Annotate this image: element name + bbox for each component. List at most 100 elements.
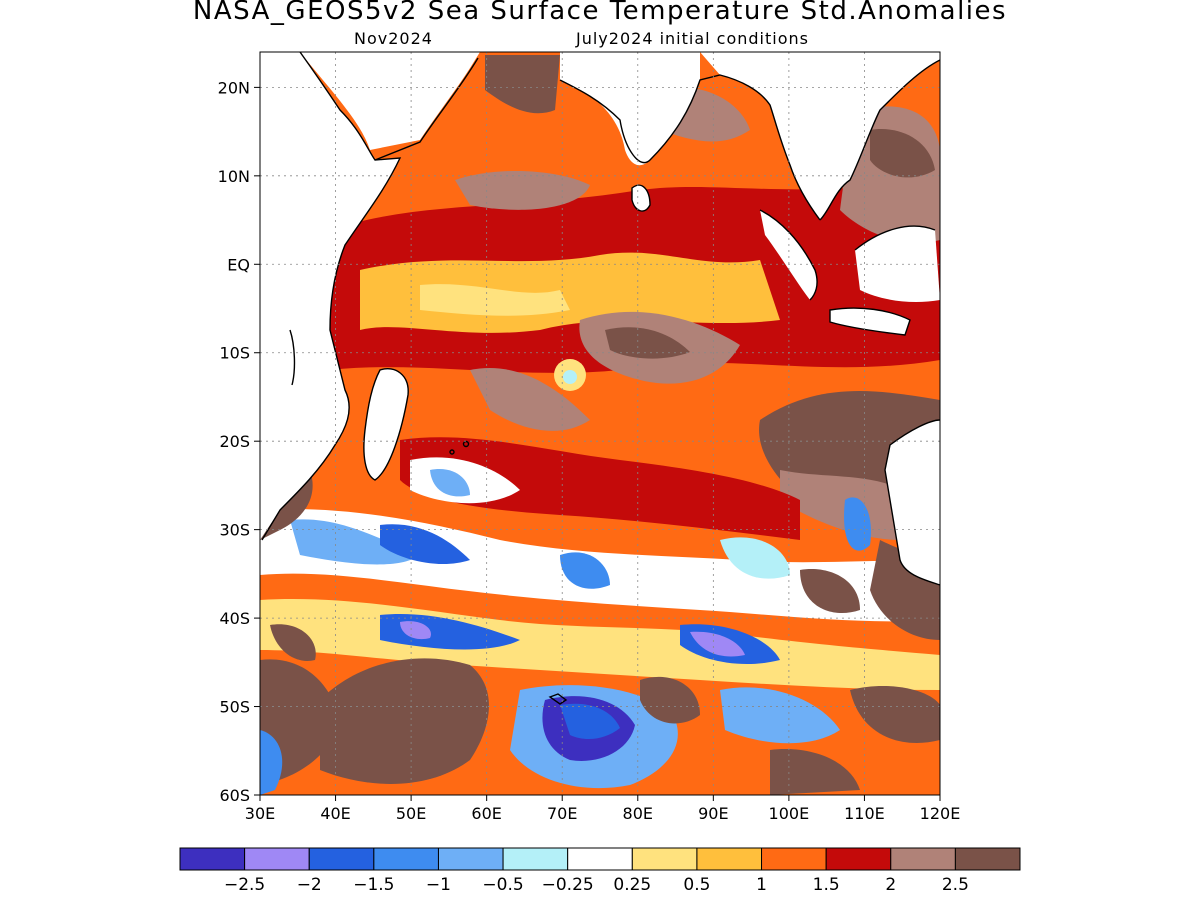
region-central-dark (605, 327, 690, 359)
lat-tick-label: 40S (219, 609, 250, 628)
land-madagascar (363, 368, 409, 480)
lon-tick-label: 100E (769, 804, 810, 823)
region-purple-1 (400, 621, 431, 640)
colorbar-labels: −2.5 −2 −1.5 −1 −0.5 −0.25 0.25 0.5 1 1.5 2 2.5 (224, 875, 969, 895)
land-africa (260, 52, 400, 540)
lat-tick-label: 20S (219, 432, 250, 451)
coast-kerguelen (548, 693, 568, 705)
region-scs-dark (870, 129, 935, 178)
region-purple-2 (690, 631, 745, 657)
region-west-brown (470, 368, 590, 431)
coast-africa (261, 52, 402, 541)
colorbar-label: −1.5 (353, 875, 394, 895)
lat-tick-label: 10S (219, 344, 250, 363)
region-cyan-1 (720, 537, 790, 579)
coast-reunion (449, 449, 455, 455)
lat-tick-label: EQ (227, 255, 250, 274)
colorbar-swatch (179, 847, 246, 871)
region-blue-2 (380, 524, 470, 565)
colorbar-swatch (502, 847, 569, 871)
coast-malaysia (819, 59, 940, 221)
region-cyan-spot (563, 370, 577, 384)
colorbar-label: −2 (297, 875, 322, 895)
lon-tick-label: 120E (920, 804, 961, 823)
coast-arabia (374, 57, 479, 161)
colorbar-label: −0.5 (482, 875, 523, 895)
colorbar-label: 1.5 (813, 875, 840, 895)
longitude-axis: 30E 40E 50E 60E 70E 80E 90E 100E 110E 120E (245, 795, 961, 823)
lon-tick-label: 60E (471, 804, 501, 823)
colorbar-label: 1 (756, 875, 767, 895)
lon-tick-label: 40E (320, 804, 350, 823)
colorbar-swatch (761, 847, 827, 871)
colorbar-swatch (825, 847, 892, 871)
lon-tick-label: 110E (844, 804, 885, 823)
region-subtropic-red (400, 437, 800, 540)
land-australia (885, 420, 940, 585)
coast-java (829, 307, 911, 336)
lon-tick-label: 70E (547, 804, 577, 823)
region-blue-far-sw (260, 730, 283, 795)
coast-madagascar (363, 368, 409, 481)
colorbar-label: −2.5 (224, 875, 265, 895)
coast-sumatra (759, 209, 818, 301)
colorbar-swatch (437, 847, 504, 871)
colorbar-swatch (696, 847, 763, 871)
region-blue-1 (290, 519, 420, 565)
lat-tick-label: 10N (218, 167, 250, 186)
lat-tick-label: 20N (218, 78, 250, 97)
region-deep-blue-core (560, 703, 620, 740)
coast-australia (884, 419, 940, 586)
region-subtropic-blue (430, 469, 470, 497)
colorbar-swatch (308, 847, 375, 871)
land-india (560, 52, 700, 166)
colorbar-swatch (567, 847, 633, 871)
colorbar-label: 2.5 (942, 875, 969, 895)
lon-tick-label: 30E (245, 804, 275, 823)
colorbar-label: 0.25 (613, 875, 651, 895)
valid-month-label: Nov2024 (354, 29, 433, 48)
plot-frame (259, 51, 941, 796)
coastlines (261, 52, 940, 705)
region-brown-south-1 (800, 569, 860, 614)
lat-tick-label: 60S (219, 786, 250, 805)
colorbar-swatch (373, 847, 439, 871)
land-sri-lanka (632, 185, 650, 212)
land-arabia (260, 52, 480, 150)
coast-lake (289, 329, 296, 386)
region-brown-kerguelen-west (320, 658, 489, 784)
coast-india-burma (559, 74, 821, 221)
lon-tick-label: 90E (698, 804, 728, 823)
initial-conditions-label: July2024 initial conditions (576, 29, 809, 48)
region-blue-4 (844, 497, 871, 551)
colorbar-label: 2 (885, 875, 896, 895)
coast-borneo (854, 225, 936, 251)
region-eq-yellow (420, 284, 570, 316)
lon-tick-label: 50E (396, 804, 426, 823)
land-sumatra (760, 210, 818, 300)
land-java (830, 308, 910, 335)
colorbar-label: −0.25 (542, 875, 594, 895)
region-brown-se (850, 685, 940, 743)
colorbar-swatch (890, 847, 956, 871)
chart-title: NASA_GEOS5v2 Sea Surface Temperature Std… (192, 0, 1008, 26)
lon-tick-label: 80E (623, 804, 653, 823)
region-brown-far-se (770, 749, 860, 795)
lat-tick-label: 30S (219, 521, 250, 540)
colorbar-label: 0.5 (683, 875, 710, 895)
colorbar-swatch (631, 847, 698, 871)
region-arabian-brown (455, 170, 590, 210)
anomaly-field (260, 52, 940, 795)
region-orange-spot (700, 532, 720, 552)
colorbar-swatch (954, 847, 1021, 871)
coast-sri-lanka (631, 184, 651, 212)
colorbar-swatch (244, 847, 310, 871)
colorbar-label: −1 (426, 875, 451, 895)
lat-tick-label: 50S (219, 698, 250, 717)
region-blue-se (720, 687, 840, 744)
region-gulf-brown (485, 55, 560, 114)
region-blue-3 (560, 552, 610, 589)
gridlines (260, 52, 940, 795)
